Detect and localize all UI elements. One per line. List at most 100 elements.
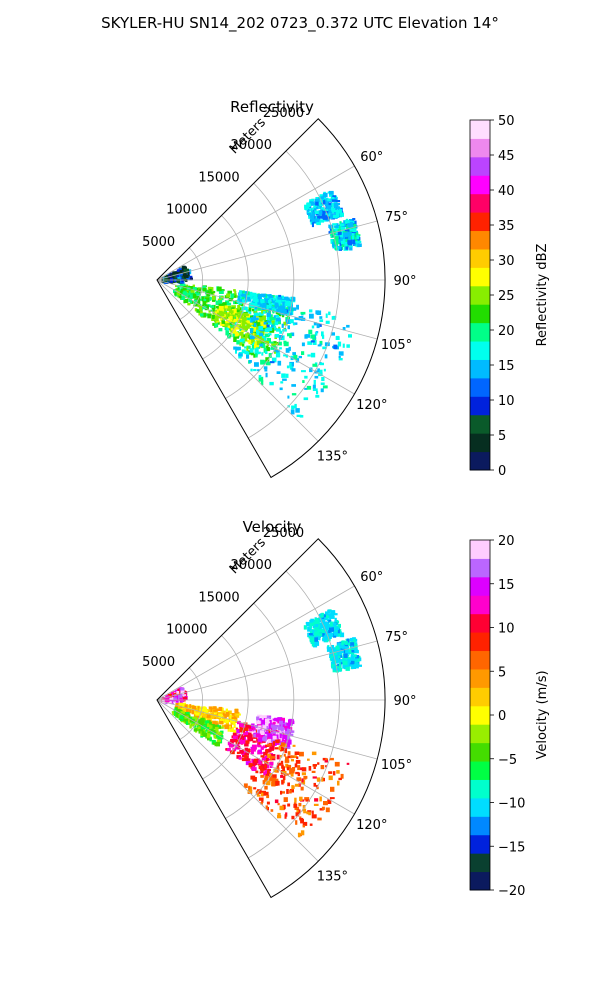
echo-gate (272, 741, 275, 746)
echo-gate (248, 335, 251, 339)
echo-gate (281, 373, 286, 378)
echo-gate (328, 231, 332, 234)
colorbar-segment (470, 576, 490, 596)
colorbar-segment (470, 377, 490, 397)
echo-gate (323, 197, 328, 201)
echo-gate (278, 335, 282, 340)
echo-gate (294, 403, 297, 409)
echo-gate (207, 286, 212, 291)
echo-gate (247, 790, 252, 794)
echo-gate (236, 713, 241, 716)
echo-gate (334, 247, 338, 251)
echo-gate (260, 293, 266, 298)
echo-gate (347, 245, 353, 248)
echo-gate (280, 381, 284, 384)
echo-gate (227, 710, 232, 715)
echo-gate (290, 311, 293, 316)
echo-gate (309, 633, 314, 636)
echo-gate (201, 720, 205, 724)
echo-gate (352, 235, 355, 240)
echo-gate (204, 720, 208, 724)
echo-gate (344, 241, 348, 247)
echo-gate (308, 329, 313, 334)
echo-gate (309, 622, 315, 626)
echo-gate (345, 652, 350, 655)
echo-gate (328, 190, 334, 195)
echo-gate (340, 650, 344, 653)
echo-gate (299, 833, 302, 837)
echo-gate (254, 308, 257, 312)
echo-gate (256, 794, 261, 797)
range-ring (225, 182, 295, 399)
echo-gate (260, 299, 265, 303)
echo-gate (349, 246, 353, 251)
echo-gate (176, 691, 180, 694)
echo-gate (319, 316, 323, 319)
azimuth-tick-label: 60° (360, 570, 383, 585)
echo-gate (183, 289, 186, 293)
echo-gate (311, 810, 314, 815)
echo-gate (265, 791, 269, 796)
echo-gate (220, 289, 225, 292)
echo-gate (342, 648, 347, 654)
echo-gate (243, 732, 248, 736)
echo-gate (296, 777, 302, 782)
echo-gate (313, 322, 317, 326)
echo-gate (330, 213, 334, 217)
echo-gate (214, 322, 218, 328)
echo-gate (302, 825, 305, 828)
echo-gate (314, 637, 318, 642)
echo-gate (205, 289, 208, 295)
colorbar-tick-label: 35 (498, 219, 515, 234)
echo-gate (312, 388, 318, 391)
echo-gate (259, 343, 263, 347)
echo-gate (310, 618, 315, 623)
echo-gate (269, 316, 272, 322)
echo-gate (339, 646, 344, 651)
echo-gate (235, 312, 241, 315)
echo-gate (272, 346, 278, 349)
echo-gate (227, 325, 230, 329)
echo-gate (232, 330, 235, 334)
colorbar-segment (470, 853, 490, 873)
echo-gate (330, 655, 334, 659)
echo-gate (345, 219, 350, 224)
echo-gate (243, 321, 247, 325)
echo-gate (267, 743, 272, 746)
echo-gate (330, 614, 335, 619)
echo-gate (322, 195, 326, 198)
echo-gate (357, 240, 362, 243)
echo-gate (232, 326, 235, 330)
echo-gate (326, 647, 332, 652)
echo-gate (179, 697, 185, 701)
echo-gate (279, 310, 283, 313)
echo-gate (240, 303, 244, 307)
echo-gate (241, 757, 247, 762)
echo-gate (269, 361, 275, 364)
echo-gate (292, 307, 297, 311)
echo-gate (195, 719, 198, 722)
echo-gate (202, 301, 207, 306)
echo-gate (255, 770, 259, 774)
echo-gate (320, 382, 325, 385)
echo-gate (308, 627, 312, 631)
colorbar-segment (470, 285, 490, 305)
echo-gate (230, 324, 235, 328)
echo-gate (331, 208, 336, 212)
echo-gate (214, 711, 217, 715)
echo-gate (291, 405, 295, 410)
echo-gate (245, 320, 249, 323)
echo-gate (214, 318, 219, 322)
echo-gate (230, 739, 234, 744)
echo-gate (268, 723, 273, 728)
echo-gate (244, 742, 249, 747)
echo-gate (224, 316, 228, 320)
echo-gate (257, 789, 262, 794)
echo-gate (196, 291, 201, 296)
echo-gate (225, 708, 228, 713)
echo-gate (333, 210, 338, 213)
echo-gate (242, 337, 248, 342)
echo-gate (321, 633, 325, 637)
colorbar-tick-label: 5 (498, 665, 506, 680)
echo-gate (267, 322, 273, 325)
